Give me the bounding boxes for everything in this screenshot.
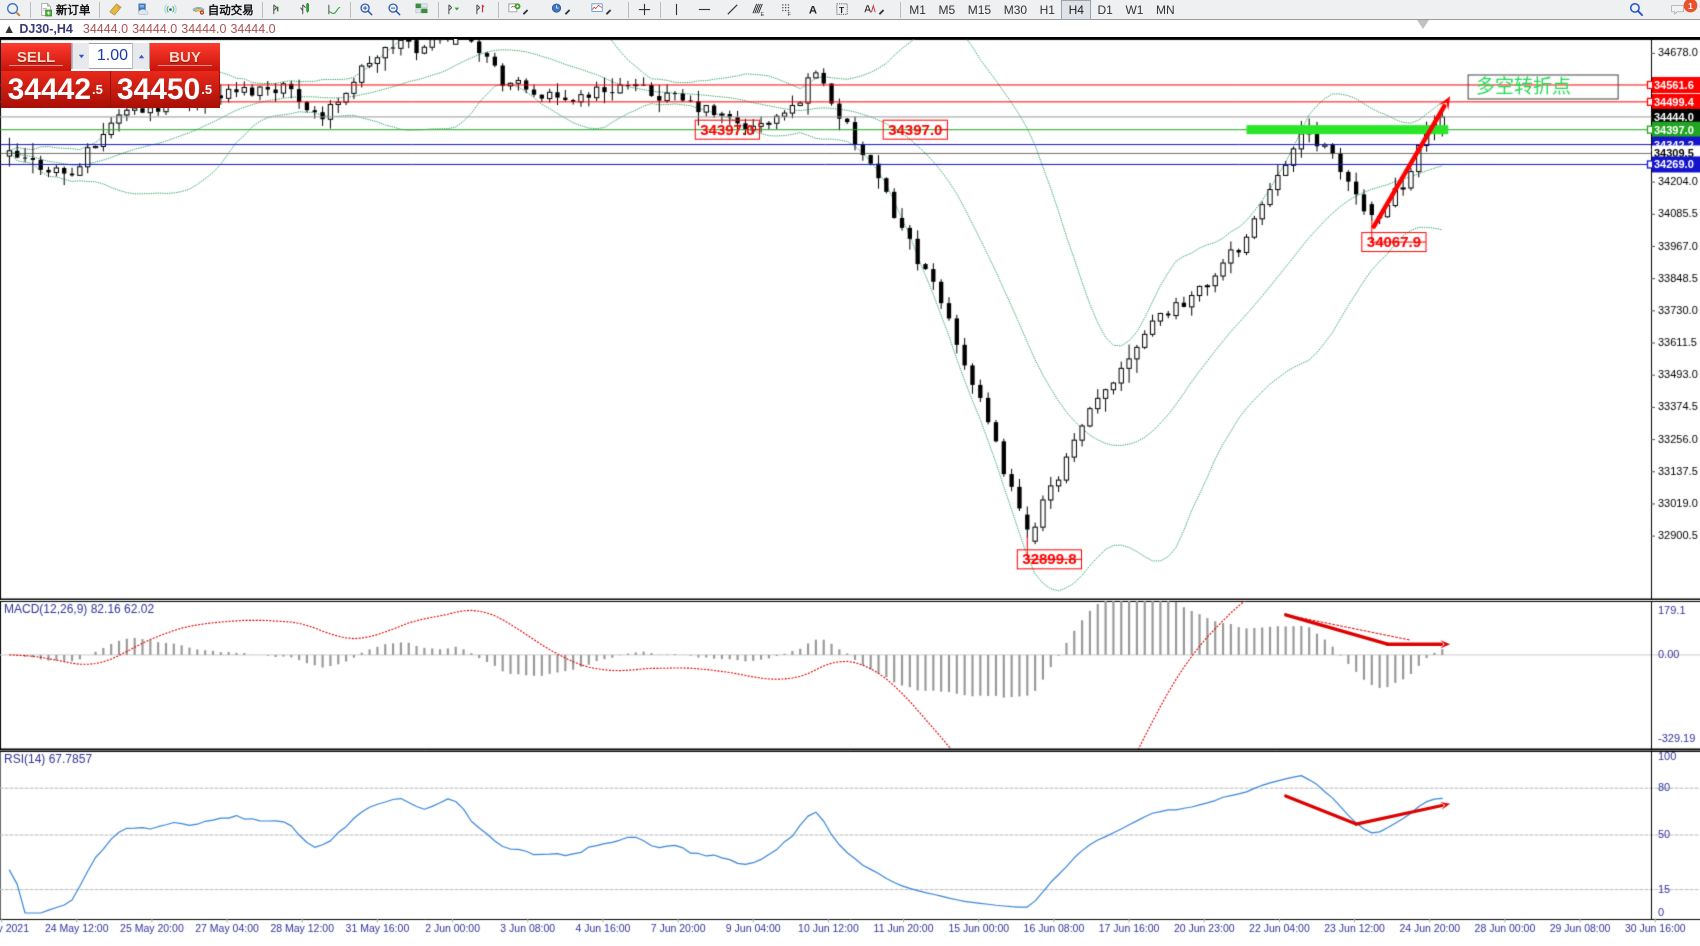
svg-text:1: 1 [1688, 0, 1693, 10]
svg-text:T: T [839, 5, 845, 15]
svg-text:E: E [761, 12, 765, 17]
svg-text:A: A [809, 4, 817, 16]
svg-text:F: F [787, 12, 791, 17]
